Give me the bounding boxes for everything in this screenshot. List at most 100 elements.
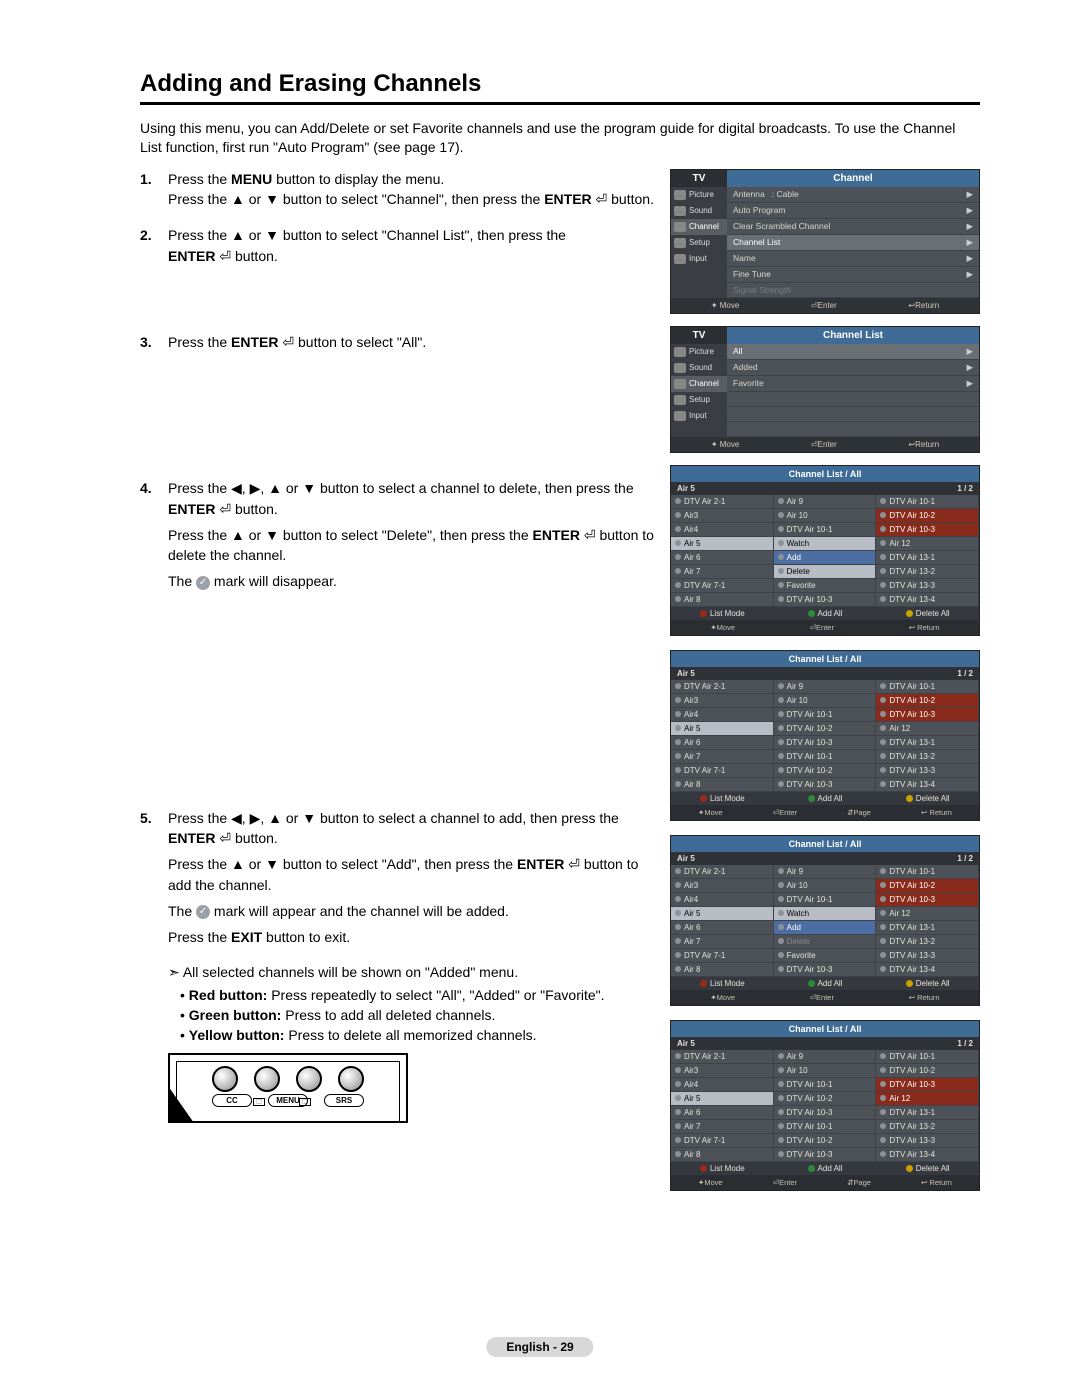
page-title: Adding and Erasing Channels bbox=[140, 70, 980, 105]
step-2: 2. Press the ▲ or ▼ button to select "Ch… bbox=[140, 225, 656, 272]
channel-cell: Air 10 bbox=[774, 879, 877, 893]
channel-cell: Air 8 bbox=[671, 1148, 774, 1162]
osd-sidebar-item: Sound bbox=[671, 203, 727, 219]
channel-cell: Favorite bbox=[774, 949, 877, 963]
channel-cell: DTV Air 13-4 bbox=[876, 1148, 979, 1162]
osd-sidebar-item: Setup bbox=[671, 235, 727, 251]
osd-option-row: Added▶ bbox=[727, 360, 979, 376]
channel-cell: Air 7 bbox=[671, 565, 774, 579]
channel-cell: Air 7 bbox=[671, 1120, 774, 1134]
channel-list-button: Delete All bbox=[876, 792, 979, 805]
channel-cell: DTV Air 13-3 bbox=[876, 579, 979, 593]
channel-list-button: Add All bbox=[774, 607, 877, 620]
channel-cell: Air 5 bbox=[671, 1092, 774, 1106]
channel-list-button: List Mode bbox=[671, 792, 774, 805]
channel-cell: Delete bbox=[774, 935, 877, 949]
channel-cell: Air 9 bbox=[774, 680, 877, 694]
channel-cell: DTV Air 10-3 bbox=[774, 1106, 877, 1120]
channel-cell: DTV Air 13-3 bbox=[876, 1134, 979, 1148]
channel-cell: DTV Air 7-1 bbox=[671, 949, 774, 963]
channel-cell: Air4 bbox=[671, 708, 774, 722]
channel-cell: DTV Air 10-1 bbox=[876, 680, 979, 694]
channel-cell: DTV Air 7-1 bbox=[671, 764, 774, 778]
channel-cell: Air 7 bbox=[671, 750, 774, 764]
channel-cell: Air 5 bbox=[671, 722, 774, 736]
remote-illustration: ⬚⬚ CC MENU SRS bbox=[168, 1053, 408, 1123]
channel-cell: Air 7 bbox=[671, 935, 774, 949]
channel-cell: DTV Air 10-3 bbox=[774, 778, 877, 792]
screenshots-column: TV Channel PictureSoundChannelSetupInput… bbox=[670, 169, 980, 1205]
channel-cell: DTV Air 10-3 bbox=[876, 1078, 979, 1092]
channel-cell: Air 6 bbox=[671, 921, 774, 935]
osd-sidebar-item: Setup bbox=[671, 392, 727, 408]
osd-sidebar-item: Sound bbox=[671, 360, 727, 376]
channel-cell: Air 5 bbox=[671, 907, 774, 921]
channel-cell: Air 6 bbox=[671, 1106, 774, 1120]
channel-cell: Air 10 bbox=[774, 694, 877, 708]
channel-cell: DTV Air 10-3 bbox=[774, 593, 877, 607]
intro-text: Using this menu, you can Add/Delete or s… bbox=[140, 119, 980, 157]
osd-option-row: Name▶ bbox=[727, 251, 979, 267]
channel-cell: DTV Air 10-1 bbox=[774, 523, 877, 537]
channel-cell: DTV Air 13-2 bbox=[876, 750, 979, 764]
osd-option-row: Channel List▶ bbox=[727, 235, 979, 251]
channel-list-button: Delete All bbox=[876, 977, 979, 990]
channel-cell: DTV Air 13-2 bbox=[876, 1120, 979, 1134]
instructions-column: 1. Press the MENU button to display the … bbox=[140, 169, 656, 1205]
channel-cell: DTV Air 2-1 bbox=[671, 1050, 774, 1064]
step-1: 1. Press the MENU button to display the … bbox=[140, 169, 656, 216]
check-icon: ✓ bbox=[196, 905, 210, 919]
channel-cell: DTV Air 13-2 bbox=[876, 935, 979, 949]
channel-list-button: Add All bbox=[774, 1162, 877, 1175]
channel-cell: DTV Air 13-1 bbox=[876, 921, 979, 935]
osd-sidebar-item: Picture bbox=[671, 187, 727, 203]
remote-button bbox=[338, 1066, 364, 1092]
channel-cell: Air 12 bbox=[876, 907, 979, 921]
channel-list-panel: Channel List / AllAir 51 / 2DTV Air 2-1A… bbox=[670, 1020, 980, 1191]
channel-cell: DTV Air 13-1 bbox=[876, 1106, 979, 1120]
added-menu-note: ➣ All selected channels will be shown on… bbox=[168, 964, 656, 981]
channel-cell: DTV Air 13-1 bbox=[876, 736, 979, 750]
channel-cell: Air 10 bbox=[774, 1064, 877, 1078]
channel-cell: Add bbox=[774, 551, 877, 565]
channel-cell: Air 12 bbox=[876, 1092, 979, 1106]
channel-cell: DTV Air 10-2 bbox=[876, 694, 979, 708]
channel-cell: Air 8 bbox=[671, 963, 774, 977]
channel-cell: DTV Air 10-2 bbox=[774, 722, 877, 736]
channel-cell: DTV Air 10-3 bbox=[774, 736, 877, 750]
osd-sidebar-item: Picture bbox=[671, 344, 727, 360]
channel-cell: Air 10 bbox=[774, 509, 877, 523]
channel-list-panel: Channel List / AllAir 51 / 2DTV Air 2-1A… bbox=[670, 465, 980, 636]
remote-button bbox=[296, 1066, 322, 1092]
channel-cell: Air 8 bbox=[671, 593, 774, 607]
channel-list-panel: Channel List / AllAir 51 / 2DTV Air 2-1A… bbox=[670, 650, 980, 821]
channel-list-button: List Mode bbox=[671, 1162, 774, 1175]
step-3: 3. Press the ENTER ⏎ button to select "A… bbox=[140, 332, 656, 358]
channel-cell: DTV Air 10-3 bbox=[774, 963, 877, 977]
channel-cell: Air 5 bbox=[671, 537, 774, 551]
channel-cell: Air 9 bbox=[774, 865, 877, 879]
channel-cell: Air 9 bbox=[774, 495, 877, 509]
channel-cell: Watch bbox=[774, 537, 877, 551]
channel-cell: DTV Air 2-1 bbox=[671, 865, 774, 879]
osd-option-row: Favorite▶ bbox=[727, 376, 979, 392]
channel-cell: Air3 bbox=[671, 879, 774, 893]
channel-cell: Air 6 bbox=[671, 736, 774, 750]
channel-cell: DTV Air 10-1 bbox=[774, 1120, 877, 1134]
channel-cell: DTV Air 10-3 bbox=[876, 893, 979, 907]
channel-cell: Air 12 bbox=[876, 722, 979, 736]
channel-cell: DTV Air 7-1 bbox=[671, 1134, 774, 1148]
osd-sidebar-item: Input bbox=[671, 408, 727, 424]
page-footer: English - 29 bbox=[486, 1337, 593, 1357]
osd-option-row: Fine Tune▶ bbox=[727, 267, 979, 283]
osd-channel-list-menu: TV Channel List PictureSoundChannelSetup… bbox=[670, 326, 980, 453]
channel-cell: DTV Air 10-2 bbox=[876, 509, 979, 523]
channel-cell: Air 6 bbox=[671, 551, 774, 565]
channel-list-button: Delete All bbox=[876, 1162, 979, 1175]
channel-cell: Watch bbox=[774, 907, 877, 921]
channel-cell: DTV Air 13-1 bbox=[876, 551, 979, 565]
channel-cell: Air 9 bbox=[774, 1050, 877, 1064]
channel-list-button: List Mode bbox=[671, 607, 774, 620]
channel-cell: Delete bbox=[774, 565, 877, 579]
step-5: 5. Press the ◀, ▶, ▲ or ▼ button to sele… bbox=[140, 808, 656, 954]
